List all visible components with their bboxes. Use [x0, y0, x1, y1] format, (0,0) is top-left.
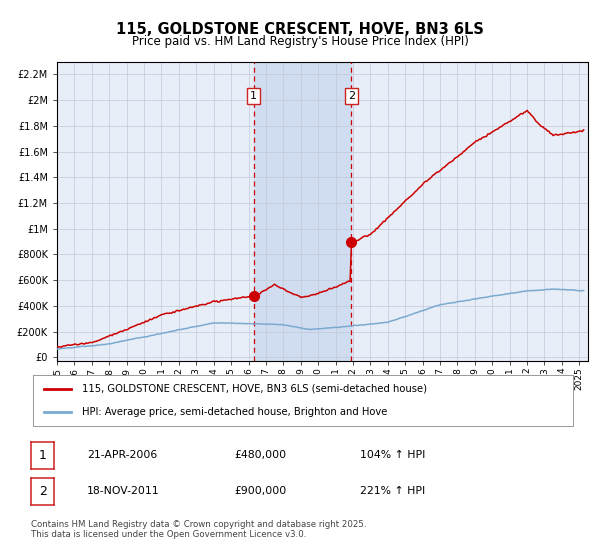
Text: 21-APR-2006: 21-APR-2006 — [87, 450, 157, 460]
Text: HPI: Average price, semi-detached house, Brighton and Hove: HPI: Average price, semi-detached house,… — [82, 407, 387, 417]
Text: Price paid vs. HM Land Registry's House Price Index (HPI): Price paid vs. HM Land Registry's House … — [131, 35, 469, 48]
Text: 2: 2 — [38, 484, 47, 498]
Text: 115, GOLDSTONE CRESCENT, HOVE, BN3 6LS: 115, GOLDSTONE CRESCENT, HOVE, BN3 6LS — [116, 22, 484, 38]
Text: £900,000: £900,000 — [234, 486, 286, 496]
Text: £480,000: £480,000 — [234, 450, 286, 460]
Text: 104% ↑ HPI: 104% ↑ HPI — [360, 450, 425, 460]
Text: 115, GOLDSTONE CRESCENT, HOVE, BN3 6LS (semi-detached house): 115, GOLDSTONE CRESCENT, HOVE, BN3 6LS (… — [82, 384, 427, 394]
Bar — [254, 62, 351, 361]
Text: 1: 1 — [38, 449, 47, 462]
Text: 1: 1 — [250, 91, 257, 101]
Text: Contains HM Land Registry data © Crown copyright and database right 2025.
This d: Contains HM Land Registry data © Crown c… — [31, 520, 367, 539]
Text: 18-NOV-2011: 18-NOV-2011 — [87, 486, 160, 496]
Text: 221% ↑ HPI: 221% ↑ HPI — [360, 486, 425, 496]
Text: 2: 2 — [347, 91, 355, 101]
